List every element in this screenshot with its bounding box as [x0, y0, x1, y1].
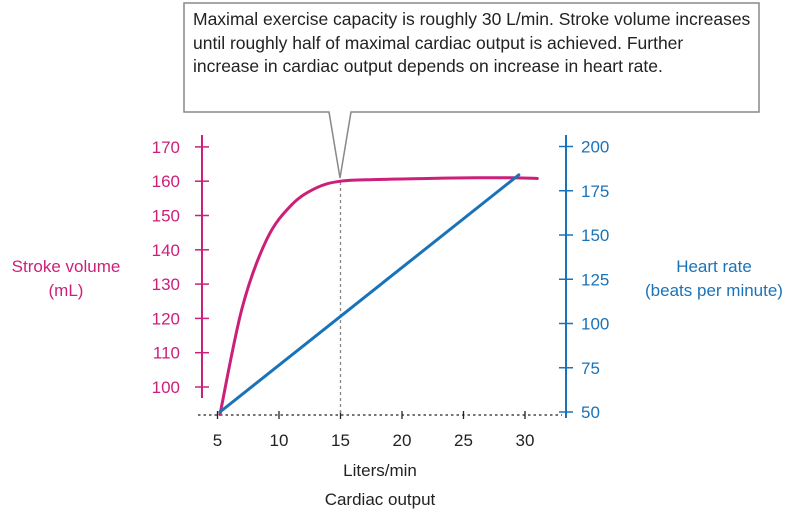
- series-group: [218, 173, 539, 416]
- heart-rate-tick-label: 175: [581, 182, 609, 201]
- cardiac-output-tick-label: 25: [454, 431, 473, 450]
- stroke-volume-tick-label: 160: [152, 172, 180, 191]
- heart-rate-tick-label: 50: [581, 403, 600, 422]
- heart-rate-tick-label: 100: [581, 315, 609, 334]
- stroke-volume-tick-label: 150: [152, 207, 180, 226]
- cardiac-output-tick-label: 10: [270, 431, 289, 450]
- cardiac-output-tick-label: 15: [331, 431, 350, 450]
- heart-rate-axis-label: Heart rate (beats per minute): [628, 255, 800, 303]
- x-axis-title: Cardiac output: [324, 490, 436, 509]
- callout-bubble: [183, 2, 760, 179]
- cardiac-output-tick-label: 30: [516, 431, 535, 450]
- heart-rate-tick-label: 75: [581, 359, 600, 378]
- stroke-volume-axis-label: Stroke volume (mL): [0, 255, 132, 303]
- stroke-volume-tick-label: 130: [152, 275, 180, 294]
- heart-rate-tick-label: 200: [581, 138, 609, 157]
- cardiac-output-tick-label: 5: [213, 431, 222, 450]
- heart-rate-axis: 50 75 100 125 150 175 200: [559, 135, 609, 422]
- stroke-volume-axis-label-line2: (mL): [48, 281, 84, 300]
- heart-rate-tick-label: 150: [581, 226, 609, 245]
- stroke-volume-axis-label-line1: Stroke volume: [11, 257, 121, 276]
- cardiac-output-tick-label: 20: [393, 431, 412, 450]
- callout-text: Maximal exercise capacity is roughly 30 …: [193, 9, 751, 76]
- stroke-volume-tick-label: 110: [153, 344, 180, 363]
- callout-box: [183, 2, 760, 179]
- heart-rate-axis-label-line1: Heart rate: [676, 257, 752, 276]
- x-axis-unit-label: Liters/min: [343, 461, 417, 480]
- heart-rate-series-line: [218, 173, 521, 414]
- stroke-volume-axis: 100 110 120 130 140 150 160 170: [152, 135, 209, 398]
- heart-rate-tick-label: 125: [581, 270, 609, 289]
- heart-rate-axis-label-line2: (beats per minute): [645, 281, 783, 300]
- stroke-volume-series-line: [218, 176, 539, 416]
- stroke-volume-tick-label: 100: [152, 378, 180, 397]
- stroke-volume-tick-label: 140: [152, 241, 180, 260]
- cardiac-output-axis: 5 10 15 20 25 30: [198, 411, 562, 450]
- stroke-volume-tick-label: 120: [152, 309, 180, 328]
- stroke-volume-tick-label: 170: [152, 138, 180, 157]
